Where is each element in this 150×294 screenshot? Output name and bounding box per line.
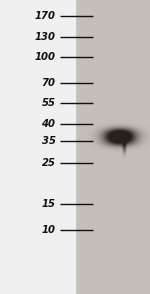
Text: 170: 170 <box>34 11 56 21</box>
Text: 15: 15 <box>42 199 56 209</box>
Text: 25: 25 <box>42 158 56 168</box>
Text: 10: 10 <box>42 225 56 235</box>
Text: 70: 70 <box>42 78 56 88</box>
Text: 130: 130 <box>34 32 56 42</box>
Text: 35: 35 <box>42 136 56 146</box>
Text: 55: 55 <box>42 98 56 108</box>
Bar <box>0 0 75 294</box>
Bar <box>0 0 75 294</box>
Text: 100: 100 <box>34 52 56 62</box>
Text: 40: 40 <box>42 119 56 129</box>
